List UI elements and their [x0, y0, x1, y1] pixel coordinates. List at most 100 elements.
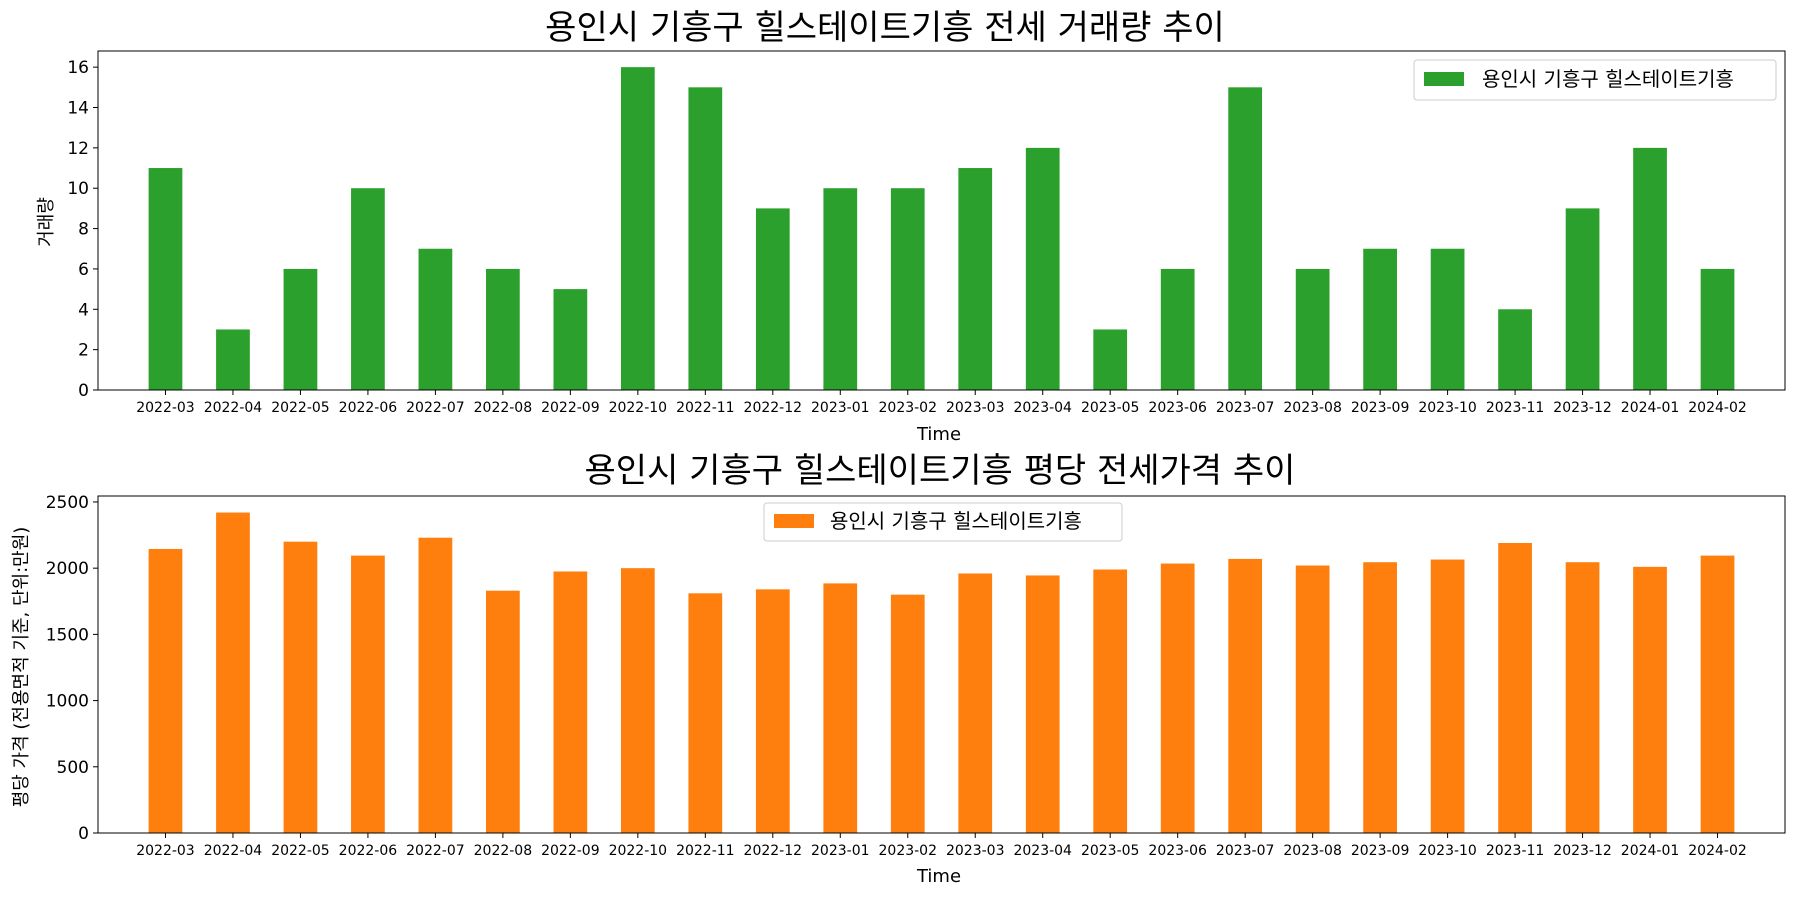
- x-axis-label: Time: [916, 866, 961, 887]
- legend-label: 용인시 기흥구 힐스테이트기흥: [1482, 67, 1734, 91]
- bar-2023-12: [1565, 208, 1600, 390]
- y-axis-label: 거래량: [36, 197, 57, 247]
- bar-2023-07: [1228, 558, 1263, 833]
- bar-2023-05: [1093, 569, 1128, 833]
- bar-2022-03: [148, 548, 183, 833]
- x-tick-label: 2023-09: [1351, 400, 1410, 416]
- bar-2022-05: [283, 541, 318, 833]
- x-tick-label: 2023-03: [946, 400, 1005, 416]
- x-tick-label: 2023-07: [1216, 843, 1275, 859]
- y-ticks: 0 500 1000 1500 2000 2500: [46, 493, 98, 844]
- x-tick-label: 2022-05: [271, 843, 330, 859]
- y-tick-label: 2000: [46, 559, 89, 579]
- x-tick-label: 2022-04: [204, 400, 263, 416]
- bar-2022-04: [216, 329, 250, 390]
- y-tick-label: 2: [78, 341, 89, 361]
- plot-frame: [97, 495, 1786, 834]
- bar-2022-09: [553, 289, 588, 390]
- bar-2022-06: [351, 555, 385, 833]
- y-tick-label: 0: [78, 824, 89, 844]
- y-tick-label: 12: [67, 139, 89, 159]
- x-tick-label: 2023-10: [1418, 843, 1477, 859]
- bar-2023-03: [958, 573, 993, 833]
- bar-2023-09: [1363, 248, 1397, 390]
- x-tick-label: 2022-07: [406, 400, 465, 416]
- bar-2022-08: [486, 590, 520, 833]
- x-tick-label: 2022-12: [744, 843, 803, 859]
- bar-2023-04: [1025, 575, 1060, 833]
- legend: 용인시 기흥구 힐스테이트기흥: [763, 502, 1123, 542]
- x-tick-label: 2022-03: [136, 400, 195, 416]
- bar-2022-07: [418, 537, 453, 833]
- x-ticks: 2022-03 2022-04 2022-05 2022-06 2022-07 2022-…: [136, 833, 1747, 859]
- x-tick-label: 2023-05: [1081, 400, 1140, 416]
- y-tick-label: 8: [78, 220, 89, 240]
- bar-2022-06: [351, 188, 385, 390]
- bar-2023-06: [1160, 563, 1195, 833]
- bar-2022-11: [688, 87, 723, 391]
- chart-title: 용인시 기흥구 힐스테이트기흥 전세 거래량 추이: [545, 8, 1225, 48]
- bar-2024-02: [1700, 555, 1735, 833]
- x-tick-label: 2023-01: [811, 843, 870, 859]
- bar-2023-08: [1295, 268, 1330, 390]
- y-tick-label: 500: [57, 758, 89, 778]
- x-tick-label: 2023-05: [1081, 843, 1140, 859]
- bar-2023-10: [1430, 559, 1465, 833]
- x-tick-label: 2022-11: [676, 843, 735, 859]
- y-tick-label: 1000: [46, 692, 89, 712]
- x-tick-label: 2023-10: [1418, 400, 1477, 416]
- x-tick-label: 2022-08: [474, 843, 533, 859]
- legend-label: 용인시 기흥구 힐스테이트기흥: [830, 509, 1082, 533]
- y-tick-label: 6: [78, 260, 89, 280]
- x-tick-label: 2022-11: [676, 400, 735, 416]
- bar-2023-02: [890, 188, 925, 390]
- bar-2023-11: [1498, 543, 1532, 833]
- bar-2022-11: [688, 593, 723, 833]
- x-tick-label: 2024-01: [1621, 400, 1680, 416]
- bar-2022-07: [418, 248, 453, 390]
- bar-2023-09: [1363, 562, 1397, 833]
- bars: [148, 67, 1735, 391]
- x-tick-label: 2023-06: [1148, 843, 1207, 859]
- bar-2022-10: [620, 568, 655, 833]
- y-tick-label: 4: [78, 300, 89, 320]
- x-tick-label: 2022-06: [339, 400, 398, 416]
- x-tick-label: 2022-05: [271, 400, 330, 416]
- x-tick-label: 2024-02: [1688, 843, 1747, 859]
- bar-2022-12: [755, 208, 790, 390]
- x-tick-label: 2024-01: [1621, 843, 1680, 859]
- bar-2023-08: [1295, 565, 1330, 833]
- plot-frame: [97, 50, 1786, 391]
- volume-chart: 용인시 기흥구 힐스테이트기흥 전세 거래량 추이 거래량 Time 0 2 4 6 8…: [36, 8, 1786, 445]
- x-tick-label: 2023-08: [1283, 843, 1342, 859]
- y-axis-label: 평당 가격 (전용면적 기준, 단위:만원): [11, 527, 32, 808]
- x-tick-label: 2024-02: [1688, 400, 1747, 416]
- bar-2023-06: [1160, 268, 1195, 390]
- x-tick-label: 2022-04: [204, 843, 263, 859]
- bar-2023-04: [1025, 147, 1060, 390]
- x-axis-label: Time: [916, 424, 961, 445]
- bar-2024-02: [1700, 268, 1735, 390]
- x-tick-label: 2022-10: [609, 843, 668, 859]
- bar-2023-05: [1093, 329, 1128, 390]
- x-tick-label: 2023-12: [1553, 400, 1612, 416]
- bars: [148, 512, 1735, 833]
- x-tick-label: 2023-09: [1351, 843, 1410, 859]
- x-tick-label: 2023-07: [1216, 400, 1275, 416]
- x-tick-label: 2023-12: [1553, 843, 1612, 859]
- legend-swatch: [774, 514, 814, 528]
- bar-2024-01: [1633, 147, 1667, 390]
- x-tick-label: 2022-10: [609, 400, 668, 416]
- y-tick-label: 16: [67, 58, 89, 78]
- bar-2022-04: [216, 512, 250, 833]
- bar-2022-09: [553, 571, 588, 833]
- y-ticks: 0 2 4 6 8 10 12 14 16: [67, 58, 98, 401]
- x-tick-label: 2022-07: [406, 843, 465, 859]
- y-tick-label: 10: [67, 179, 89, 199]
- bar-2023-03: [958, 168, 993, 390]
- x-tick-label: 2023-04: [1013, 400, 1072, 416]
- x-tick-label: 2022-09: [541, 400, 600, 416]
- x-tick-label: 2023-11: [1486, 843, 1545, 859]
- x-tick-label: 2023-06: [1148, 400, 1207, 416]
